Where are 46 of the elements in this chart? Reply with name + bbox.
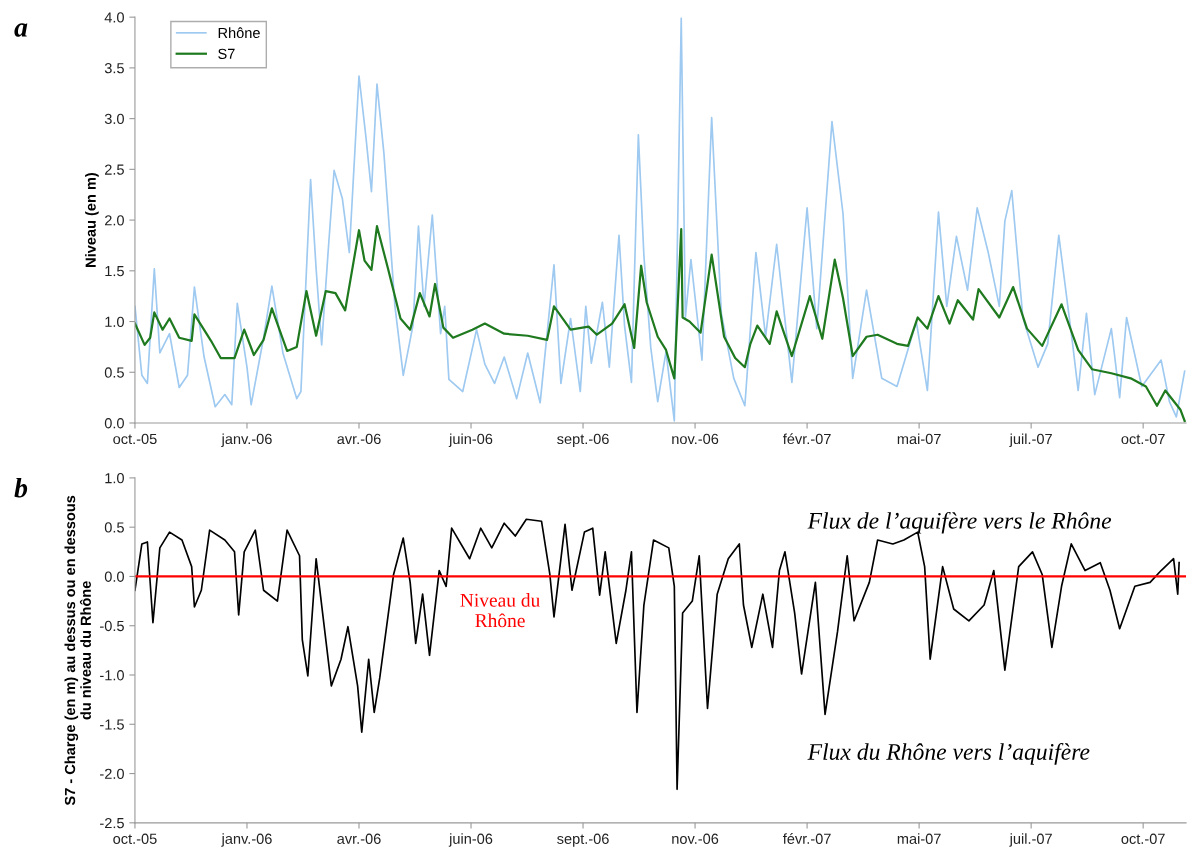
y-axis-title: S7 - Charge (en m) au dessus ou en dessous du niveau du Rhône xyxy=(64,495,91,806)
y-tick-label: -2.0 xyxy=(100,768,124,779)
x-tick-label: juin-06 xyxy=(448,433,493,448)
legend-label: Rhône xyxy=(218,27,260,39)
annotation: Flux du Rhône vers l’aquifère xyxy=(807,743,1090,765)
y-tick-label: 2.5 xyxy=(105,164,124,175)
ref-line-label: Niveau du Rhône xyxy=(460,593,540,628)
y-tick-label: 3.5 xyxy=(104,62,124,74)
x-tick-label: avr.-06 xyxy=(337,833,381,844)
y-tick-label: -1.0 xyxy=(100,670,124,681)
x-tick-label: janv.-06 xyxy=(221,433,272,448)
x-tick-label: mai-07 xyxy=(897,833,941,844)
y-tick-label: 0.0 xyxy=(104,571,124,582)
annotation: Flux de l’aquifère vers le Rhône xyxy=(807,511,1112,534)
y-tick-label: 1.0 xyxy=(105,473,124,484)
y-tick-label: -2.5 xyxy=(100,817,124,829)
y-tick-label: -0.5 xyxy=(100,620,124,632)
x-tick-label: mai-07 xyxy=(897,433,941,445)
x-tick-label: juil.-07 xyxy=(1009,833,1052,847)
y-tick-label: -1.5 xyxy=(100,719,124,730)
y-tick-label: 1.5 xyxy=(105,266,124,277)
x-tick-label: sept.-06 xyxy=(557,433,609,448)
y-tick-label: 4.0 xyxy=(104,12,124,23)
y-tick-label: 0.5 xyxy=(104,367,124,378)
x-tick-label: oct.-05 xyxy=(113,433,157,445)
y-tick-label: 1.0 xyxy=(105,316,124,327)
x-tick-label: nov.-06 xyxy=(672,833,719,844)
x-tick-label: nov.-06 xyxy=(672,433,719,445)
x-tick-label: févr.-07 xyxy=(782,433,831,445)
y-axis-title: Niveau (en m) xyxy=(85,172,99,267)
x-tick-label: oct.-05 xyxy=(113,833,157,844)
y-tick-label: 3.0 xyxy=(104,113,124,125)
y-tick-label: 0.0 xyxy=(104,418,124,429)
x-tick-label: sept.-06 xyxy=(557,833,609,847)
x-tick-label: oct.-07 xyxy=(1121,833,1165,844)
x-tick-label: avr.-06 xyxy=(337,433,381,445)
x-tick-label: févr.-07 xyxy=(782,833,831,844)
x-tick-label: juil.-07 xyxy=(1009,433,1052,448)
chart-title: b xyxy=(14,477,28,498)
chart-title: a xyxy=(14,23,28,37)
x-tick-label: oct.-07 xyxy=(1121,433,1165,445)
legend-label: S7 xyxy=(218,48,235,59)
x-tick-label: juin-06 xyxy=(448,833,493,847)
y-tick-label: 2.0 xyxy=(105,215,124,226)
x-tick-label: janv.-06 xyxy=(221,833,272,847)
y-tick-label: 0.5 xyxy=(104,522,124,533)
